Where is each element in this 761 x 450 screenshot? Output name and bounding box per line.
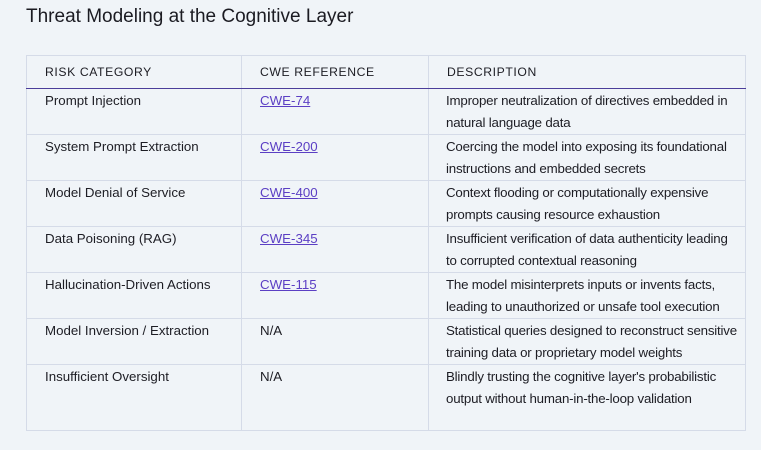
description-cell: Context flooding or computationally expe… (428, 180, 746, 227)
description-cell: Improper neutralization of directives em… (428, 88, 746, 135)
cwe-reference-cell: CWE-74 (241, 88, 429, 135)
risk-category-cell: Hallucination-Driven Actions (26, 272, 242, 319)
risk-category-cell: Prompt Injection (26, 88, 242, 135)
cwe-reference-cell: N/A (241, 364, 429, 431)
risk-category-cell: System Prompt Extraction (26, 134, 242, 181)
cwe-reference-cell: CWE-400 (241, 180, 429, 227)
cwe-link[interactable]: CWE-74 (260, 93, 311, 108)
description-cell: Insufficient verification of data authen… (428, 226, 746, 273)
risk-category-cell: Model Inversion / Extraction (26, 318, 242, 365)
table-header-row: RISK CATEGORY CWE REFERENCE DESCRIPTION (26, 55, 746, 89)
cwe-link[interactable]: CWE-400 (260, 185, 318, 200)
risk-category-cell: Model Denial of Service (26, 180, 242, 227)
table-row: Model Inversion / Extraction N/A Statistic… (26, 318, 746, 365)
cwe-link[interactable]: CWE-200 (260, 139, 318, 154)
threat-table: RISK CATEGORY CWE REFERENCE DESCRIPTION … (26, 55, 746, 431)
header-cwe-reference: CWE REFERENCE (241, 55, 429, 89)
cwe-reference-cell: CWE-115 (241, 272, 429, 319)
description-cell: Coercing the model into exposing its fou… (428, 134, 746, 181)
cwe-reference-cell: CWE-345 (241, 226, 429, 273)
risk-category-cell: Data Poisoning (RAG) (26, 226, 242, 273)
table-row: Prompt Injection CWE-74 Improper neutraliz… (26, 88, 746, 135)
description-cell: Blindly trusting the cognitive layer's p… (428, 364, 746, 431)
cwe-reference-cell: CWE-200 (241, 134, 429, 181)
cwe-reference-cell: N/A (241, 318, 429, 365)
table-row: Model Denial of Service CWE-400 Context fl… (26, 180, 746, 227)
table-row: Data Poisoning (RAG) CWE-345 Insufficient … (26, 226, 746, 273)
risk-category-cell: Insufficient Oversight (26, 364, 242, 431)
header-risk-category: RISK CATEGORY (26, 55, 242, 89)
table-row: System Prompt Extraction CWE-200 Coercing … (26, 134, 746, 181)
table-row: Insufficient Oversight N/A Blindly trustin… (26, 364, 746, 431)
description-cell: Statistical queries designed to reconstr… (428, 318, 746, 365)
description-cell: The model misinterprets inputs or invent… (428, 272, 746, 319)
header-description: DESCRIPTION (428, 55, 746, 89)
page-title: Threat Modeling at the Cognitive Layer (26, 6, 354, 27)
cwe-link[interactable]: CWE-345 (260, 231, 318, 246)
cwe-link[interactable]: CWE-115 (260, 277, 317, 292)
table-row: Hallucination-Driven Actions CWE-115 The m… (26, 272, 746, 319)
